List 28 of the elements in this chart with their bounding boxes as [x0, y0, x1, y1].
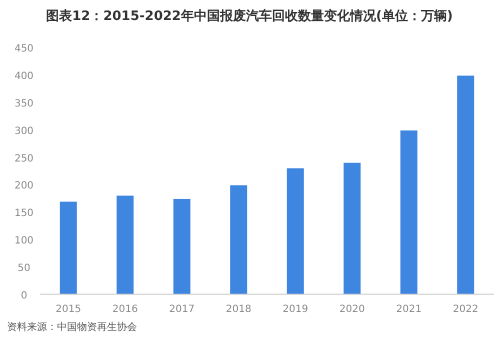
x-tick-label: 2020	[339, 304, 365, 315]
y-tick-label: 350	[14, 98, 34, 110]
y-tick-label: 50	[18, 262, 30, 274]
bar	[230, 185, 248, 294]
x-tick-label: 2022	[452, 304, 478, 315]
x-tick-label: 2015	[56, 304, 82, 315]
x-tick-label: 2019	[282, 304, 308, 315]
bar	[60, 202, 77, 294]
bar	[400, 130, 418, 294]
y-tick-label: 250	[14, 153, 34, 164]
y-tick-label: 200	[14, 180, 34, 192]
bar	[457, 76, 474, 294]
y-tick-label: 150	[14, 208, 34, 220]
text: 资料来源：中国物资再生协会	[7, 321, 137, 333]
bar	[286, 168, 304, 294]
bar	[344, 162, 361, 294]
y-tick-label: 300	[14, 126, 34, 137]
y-tick-label: 0	[20, 290, 28, 302]
y-tick-label: 400	[14, 71, 34, 82]
x-tick-label: 2018	[226, 304, 252, 315]
x-tick-label: 2016	[112, 304, 138, 315]
y-tick-label: 100	[14, 236, 34, 246]
x-tick-label: 2017	[169, 304, 195, 315]
x-tick-label: 2021	[396, 304, 422, 315]
chart-title: 图表12：2015-2022年中国报废汽车回收数量变化情况(单位：万辆)	[46, 8, 453, 24]
bar	[173, 198, 190, 294]
y-tick-label: 450	[14, 44, 34, 55]
bar	[116, 196, 134, 294]
